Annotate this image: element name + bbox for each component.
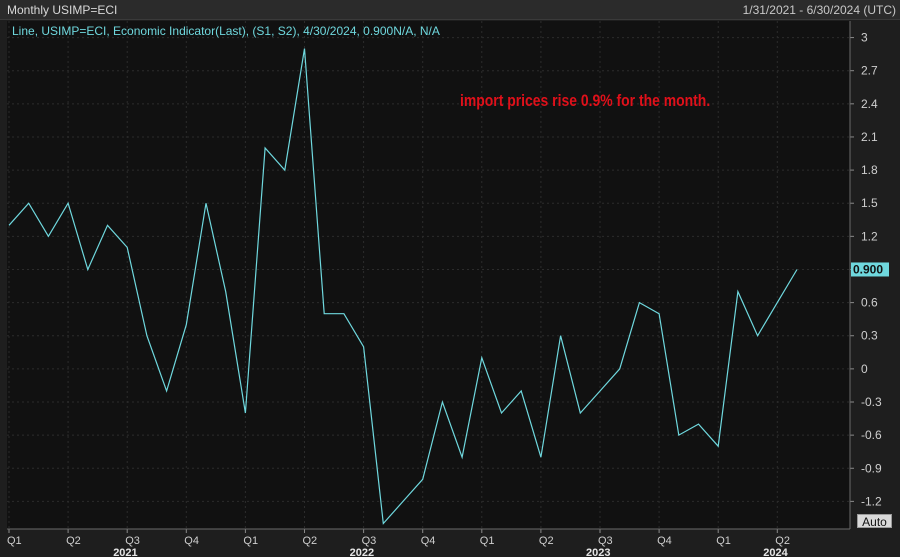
data-point [244, 412, 247, 415]
data-point [579, 412, 582, 415]
y-tick-label: 1.5 [861, 196, 878, 210]
x-axis-ticks: Q1 Q2 Q3 Q4 Q1 Q2 Q3 Q4 Q1 Q2 Q3 Q4 Q1 Q2 2021 2022 2023… [7, 535, 790, 557]
data-point [677, 434, 680, 437]
axes [7, 21, 854, 533]
data-point [205, 202, 208, 205]
x-tick-label: Q1 [7, 535, 22, 547]
data-point [658, 312, 661, 315]
data-point [697, 423, 700, 426]
y-tick-label: -0.3 [861, 395, 882, 409]
x-tick-label: Q4 [184, 535, 199, 547]
year-label: 2024 [763, 547, 788, 557]
y-tick-label: 2.4 [861, 97, 878, 111]
data-point [599, 389, 602, 392]
x-tick-label: Q3 [598, 535, 613, 547]
x-tick-label: Q1 [480, 535, 495, 547]
data-point [264, 147, 267, 150]
data-point [8, 224, 11, 227]
data-point [500, 412, 503, 415]
series-group [8, 47, 799, 525]
year-label: 2022 [350, 547, 374, 557]
data-point [342, 312, 345, 315]
data-point [27, 202, 30, 205]
series-line [8, 48, 798, 525]
data-point [756, 334, 759, 337]
x-tick-label: Q3 [362, 535, 377, 547]
grid-lines [7, 21, 850, 529]
x-tick-label: Q4 [657, 535, 672, 547]
data-point [736, 290, 739, 293]
y-tick-label: -1.2 [861, 494, 882, 508]
x-tick-label: Q4 [421, 535, 436, 547]
data-point [86, 268, 89, 271]
data-point [480, 356, 483, 359]
x-tick-label: Q2 [539, 535, 554, 547]
x-tick-label: Q3 [125, 535, 140, 547]
legend: Line, USIMP=ECI, Economic Indicator(Last… [12, 24, 440, 38]
y-tick-label: 2.7 [861, 64, 878, 78]
title-bar: Monthly USIMP=ECI 1/31/2021 - 6/30/2024 … [0, 0, 900, 20]
plot-area [7, 21, 850, 529]
last-value-group: 0.900 [851, 262, 889, 277]
x-tick-label: Q1 [716, 535, 731, 547]
x-tick-label: Q2 [775, 535, 790, 547]
x-tick-label: Q1 [243, 535, 258, 547]
data-point [323, 312, 326, 315]
x-tick-label: Q2 [66, 535, 81, 547]
x-tick-label: Q2 [303, 535, 318, 547]
data-point [47, 235, 50, 238]
data-point [67, 202, 70, 205]
data-point [638, 301, 641, 304]
data-point [520, 389, 523, 392]
data-point [717, 445, 720, 448]
data-point [303, 47, 306, 50]
data-point [559, 334, 562, 337]
data-point [362, 345, 365, 348]
data-point [461, 456, 464, 459]
data-point [421, 478, 424, 481]
data-point [106, 224, 109, 227]
y-tick-label: 1.8 [861, 163, 878, 177]
year-label: 2023 [586, 547, 610, 557]
last-value-badge [851, 262, 889, 277]
data-point [382, 522, 385, 525]
data-point [618, 367, 621, 370]
data-point [165, 389, 168, 392]
data-point [283, 169, 286, 172]
data-point [539, 456, 542, 459]
annotation-text: import prices rise 0.9% for the month. [460, 91, 711, 110]
data-point [126, 246, 129, 249]
auto-scale-button[interactable]: Auto [857, 514, 892, 529]
y-tick-label: -0.9 [861, 461, 882, 475]
data-point [796, 268, 799, 271]
y-tick-label: 3 [861, 31, 868, 45]
date-range: 1/31/2021 - 6/30/2024 (UTC) [742, 3, 896, 17]
data-point [224, 290, 227, 293]
y-tick-label: -0.6 [861, 428, 882, 442]
y-tick-label: 0.3 [861, 329, 878, 343]
chart-title: Monthly USIMP=ECI [7, 3, 118, 17]
data-point [441, 401, 444, 404]
y-tick-label: 1.2 [861, 229, 878, 243]
data-point [185, 323, 188, 326]
last-value-label: 0.900 [853, 262, 883, 276]
data-point [145, 334, 148, 337]
y-tick-label: 2.1 [861, 130, 878, 144]
data-point [402, 500, 405, 503]
year-label: 2021 [113, 547, 137, 557]
y-tick-label: 0.6 [861, 296, 878, 310]
data-point [776, 301, 779, 304]
y-tick-label: 0 [861, 362, 868, 376]
